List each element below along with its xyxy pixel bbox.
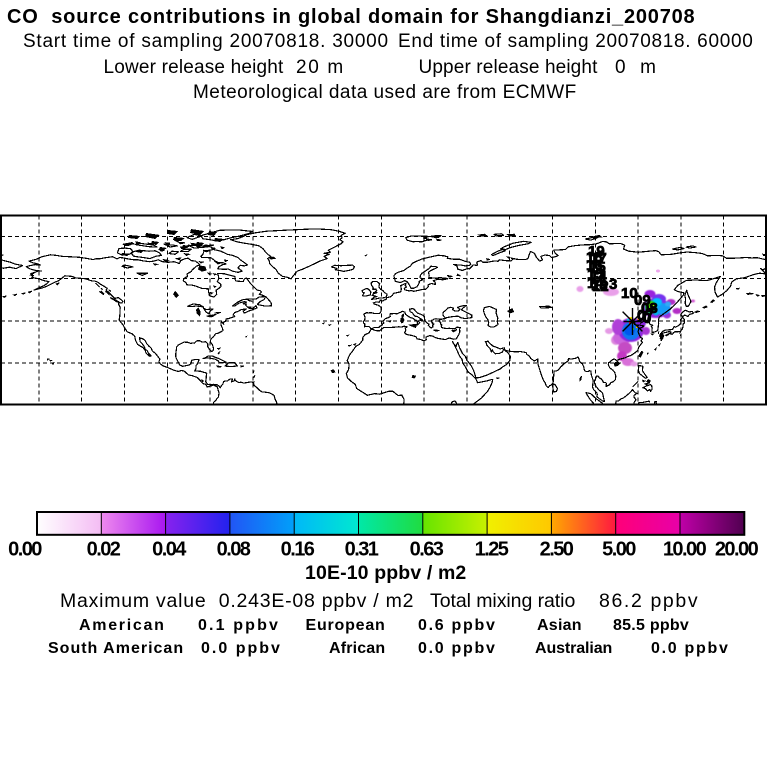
svg-text:0.63: 0.63 — [410, 539, 444, 561]
svg-text:0.04: 0.04 — [152, 539, 187, 561]
svg-text:0.08: 0.08 — [217, 539, 251, 561]
svg-text:14: 14 — [590, 268, 607, 285]
svg-text:09: 09 — [634, 292, 651, 309]
svg-text:07: 07 — [637, 307, 654, 324]
svg-text:10: 10 — [621, 285, 638, 302]
svg-text:13: 13 — [591, 277, 608, 294]
svg-text:17: 17 — [590, 250, 607, 267]
svg-text:+: + — [647, 301, 656, 318]
svg-text:12: 12 — [592, 278, 609, 295]
svg-text:20.00: 20.00 — [715, 539, 759, 561]
svg-text:14: 14 — [587, 275, 604, 292]
svg-text:15: 15 — [589, 259, 606, 276]
svg-text:0.31: 0.31 — [345, 539, 379, 561]
svg-text:0.00: 0.00 — [8, 539, 42, 561]
svg-text:1.25: 1.25 — [475, 539, 509, 561]
svg-text:0.16: 0.16 — [281, 539, 315, 561]
svg-text:18: 18 — [586, 249, 603, 266]
svg-text:3: 3 — [609, 276, 617, 293]
svg-text:2.50: 2.50 — [540, 539, 574, 561]
svg-text:15: 15 — [587, 266, 604, 283]
svg-text:19: 19 — [588, 243, 605, 260]
svg-text:10.00: 10.00 — [663, 539, 707, 561]
svg-text:0: 0 — [643, 310, 651, 327]
svg-text:08: 08 — [641, 300, 658, 317]
svg-text:16: 16 — [586, 257, 603, 274]
svg-text:5.00: 5.00 — [602, 539, 636, 561]
svg-text:0.02: 0.02 — [87, 539, 121, 561]
